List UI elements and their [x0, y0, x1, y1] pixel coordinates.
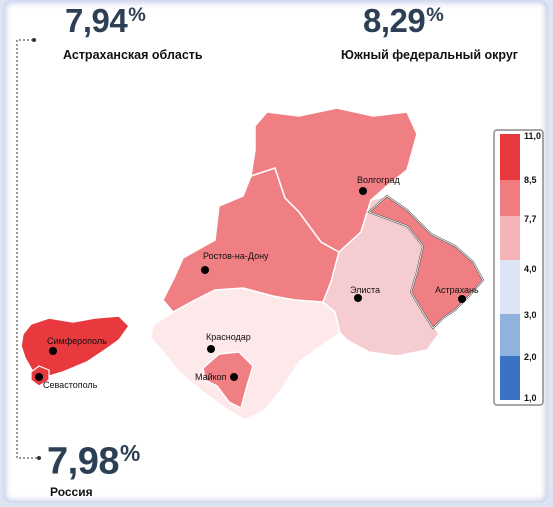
city-maykop-marker [230, 373, 238, 381]
legend-tick-6: 2,0 [524, 352, 537, 362]
south-rate-unit: % [426, 4, 444, 27]
russia-rate-unit: % [119, 440, 140, 466]
region-crimea [20, 315, 130, 379]
city-krasnodar-marker [207, 345, 215, 353]
legend-swatch-4 [500, 260, 520, 314]
legend-tick-2: 8,5 [524, 175, 537, 185]
russia-rate-value: 7,98 [47, 440, 119, 483]
city-sevastopol-marker [35, 373, 43, 381]
city-astrakhan-label: Астрахань [435, 285, 479, 295]
city-astrakhan-marker [458, 295, 466, 303]
map-panel: 7,94% Астраханская область 8,29% Южный ф… [3, 0, 548, 503]
connector-top-dot [32, 38, 36, 42]
legend-swatch-5 [500, 314, 520, 356]
city-maykop-label: Майкоп [195, 372, 227, 382]
city-simferopol-label: Симферополь [47, 336, 107, 346]
legend-swatch-3 [500, 216, 520, 260]
region-adygea [202, 351, 254, 410]
legend-tick-1: 11,0 [524, 131, 541, 141]
astrakhan-rate-unit: % [128, 4, 146, 27]
dotted-connector [16, 39, 39, 459]
city-volgograd-marker [359, 187, 367, 195]
city-simferopol-marker [49, 347, 57, 355]
south-rate: 8,29% [363, 2, 444, 40]
city-krasnodar-label: Краснодар [206, 332, 251, 342]
connector-bottom-dot [37, 456, 41, 460]
legend-swatch-2 [500, 180, 520, 216]
city-rostov-label: Ростов-на-Дону [203, 251, 269, 261]
legend-tick-4: 4,0 [524, 264, 537, 274]
legend-swatch-1 [500, 134, 520, 180]
south-label: Южный федеральный округ [341, 48, 519, 62]
city-rostov-marker [201, 266, 209, 274]
city-volgograd-label: Волгоград [357, 175, 400, 185]
legend-tick-7: 1,0 [524, 393, 537, 403]
legend-tick-5: 3,0 [524, 310, 537, 320]
legend: 11,0 8,5 7,7 4,0 3,0 2,0 1,0 [493, 129, 544, 406]
legend-tick-3: 7,7 [524, 214, 537, 224]
city-elista-label: Элиста [350, 285, 380, 295]
south-rate-value: 8,29 [363, 2, 426, 39]
astrakhan-label: Астраханская область [63, 48, 203, 62]
astrakhan-rate: 7,94% [65, 2, 146, 40]
region-astrakhan-outline [368, 195, 484, 329]
legend-swatch-6 [500, 356, 520, 400]
russia-rate: 7,98% [47, 440, 140, 484]
russia-label: Россия [50, 485, 93, 499]
map-svg: Симферополь Севастополь Ростов-на-Дону В… [16, 38, 544, 460]
city-elista-marker [354, 294, 362, 302]
city-sevastopol-label: Севастополь [43, 380, 98, 390]
astrakhan-rate-value: 7,94 [65, 2, 128, 39]
